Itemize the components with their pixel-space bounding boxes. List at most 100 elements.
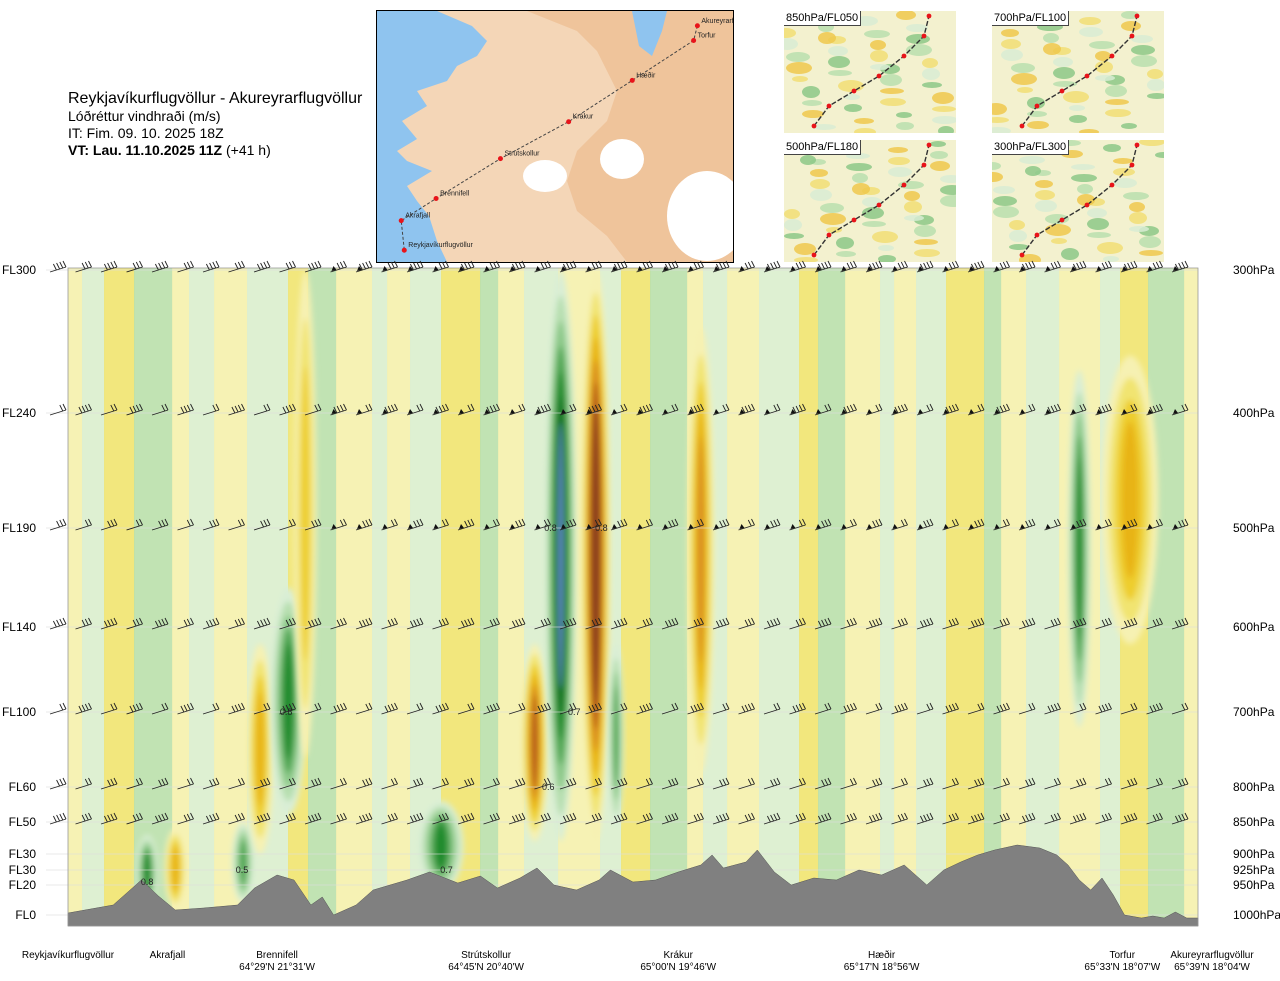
wind-barb bbox=[483, 518, 500, 531]
map-fjord bbox=[632, 11, 667, 56]
thumbnail-station bbox=[1059, 88, 1065, 94]
thumbnail-field bbox=[914, 249, 940, 257]
contour-stripe bbox=[621, 268, 651, 926]
wind-barb bbox=[457, 260, 475, 273]
thumbnail-field bbox=[1071, 164, 1095, 170]
wind-barb bbox=[891, 617, 908, 630]
thumbnail-field bbox=[794, 257, 818, 263]
wind-barb bbox=[228, 518, 245, 531]
thumbnail-station bbox=[1109, 53, 1115, 59]
thumbnail-field bbox=[1009, 230, 1027, 242]
wind-barb bbox=[508, 260, 526, 273]
wind-barb bbox=[1120, 812, 1138, 825]
wind-barb bbox=[304, 777, 322, 790]
thumbnail-field bbox=[818, 32, 836, 44]
wind-barb bbox=[814, 403, 832, 416]
wind-barb bbox=[661, 777, 679, 790]
contour-stripe bbox=[818, 268, 846, 926]
wind-barb bbox=[100, 777, 118, 790]
wind-barb bbox=[559, 812, 577, 825]
wind-barb bbox=[763, 617, 781, 630]
wind-barb bbox=[330, 702, 347, 715]
contour-level bbox=[531, 694, 538, 791]
thumbnail-field bbox=[880, 98, 906, 106]
flight-level-label: FL300 bbox=[1, 263, 36, 277]
thumbnail-700[interactable]: 700hPa/FL100 bbox=[985, 11, 1167, 135]
pressure-label: 1000hPa bbox=[1233, 908, 1280, 922]
thumbnail-field bbox=[1103, 256, 1119, 262]
thumbnail-map bbox=[784, 139, 966, 263]
wind-barb bbox=[100, 702, 118, 715]
wind-barb bbox=[1018, 518, 1036, 531]
thumbnail-field bbox=[904, 191, 920, 201]
wind-barb bbox=[457, 702, 475, 715]
wind-barb bbox=[1120, 518, 1138, 531]
wind-barb bbox=[967, 702, 985, 715]
thumbnail-500[interactable]: 500hPa/FL180 bbox=[784, 139, 966, 263]
thumbnail-station bbox=[826, 232, 832, 238]
wind-barb bbox=[355, 702, 373, 715]
wind-barb bbox=[432, 617, 449, 630]
wind-barb bbox=[789, 617, 806, 630]
wind-barb bbox=[891, 702, 908, 715]
wind-barb bbox=[1095, 812, 1112, 825]
thumbnail-field bbox=[1087, 218, 1109, 230]
thumbnail-field bbox=[810, 189, 832, 201]
wind-barb bbox=[177, 812, 194, 825]
thumbnail-300[interactable]: 300hPa/FL300 bbox=[983, 138, 1171, 266]
wind-barb bbox=[865, 812, 883, 825]
thumbnail-station bbox=[1034, 232, 1040, 238]
thumbnail-field bbox=[1139, 236, 1161, 248]
wind-barb bbox=[483, 812, 500, 825]
wind-barb bbox=[1171, 403, 1189, 416]
wind-barb bbox=[49, 403, 67, 416]
wind-barb bbox=[1018, 403, 1036, 416]
wind-barb bbox=[1146, 403, 1163, 416]
wind-barb bbox=[100, 518, 118, 531]
thumbnail-station bbox=[851, 88, 857, 94]
wind-barb bbox=[126, 403, 143, 416]
wind-barb bbox=[1018, 777, 1036, 790]
wind-barb bbox=[840, 518, 857, 531]
thumbnail-850[interactable]: 850hPa/FL050 bbox=[776, 8, 958, 136]
contour-value-label: 0.5 bbox=[236, 865, 249, 875]
wind-barb bbox=[942, 260, 959, 273]
wind-barb bbox=[406, 702, 424, 715]
wind-barb bbox=[381, 518, 398, 531]
wind-barb bbox=[534, 403, 551, 416]
thumbnail-field bbox=[828, 56, 850, 68]
wind-barb bbox=[865, 617, 883, 630]
wind-barb bbox=[355, 260, 373, 273]
contour-stripe bbox=[946, 268, 985, 926]
wind-barb bbox=[687, 518, 704, 531]
chart-title: Reykjavíkurflugvöllur - Akureyrarflugvöl… bbox=[68, 90, 363, 107]
wind-barb bbox=[840, 617, 857, 630]
thumbnail-field bbox=[1089, 41, 1115, 49]
thumbnail-station bbox=[1084, 73, 1090, 79]
thumbnail-field bbox=[828, 46, 848, 56]
thumbnail-station bbox=[811, 123, 817, 129]
wind-barb bbox=[712, 260, 730, 273]
wind-barb bbox=[381, 260, 398, 273]
wind-barb bbox=[712, 617, 730, 630]
wind-barb bbox=[840, 702, 857, 715]
thumbnail-field bbox=[1139, 250, 1163, 256]
wind-barb bbox=[967, 617, 985, 630]
wind-barb bbox=[75, 617, 92, 630]
wind-barb bbox=[304, 702, 322, 715]
thumbnail-field bbox=[1121, 11, 1139, 19]
map-glacier bbox=[523, 160, 567, 192]
wind-barb bbox=[151, 518, 169, 531]
wind-barb bbox=[712, 812, 730, 825]
thumbnail-station bbox=[1134, 13, 1140, 19]
wind-barb bbox=[1018, 260, 1036, 273]
wind-barb bbox=[610, 812, 628, 825]
wind-barb bbox=[993, 702, 1010, 715]
thumbnail-field bbox=[880, 88, 904, 94]
wind-barb bbox=[228, 617, 245, 630]
contour-stripe bbox=[189, 268, 215, 926]
wind-barb bbox=[1069, 777, 1087, 790]
wind-barb bbox=[75, 702, 92, 715]
thumbnail-field bbox=[914, 225, 936, 237]
thumbnail-field bbox=[1027, 111, 1047, 117]
